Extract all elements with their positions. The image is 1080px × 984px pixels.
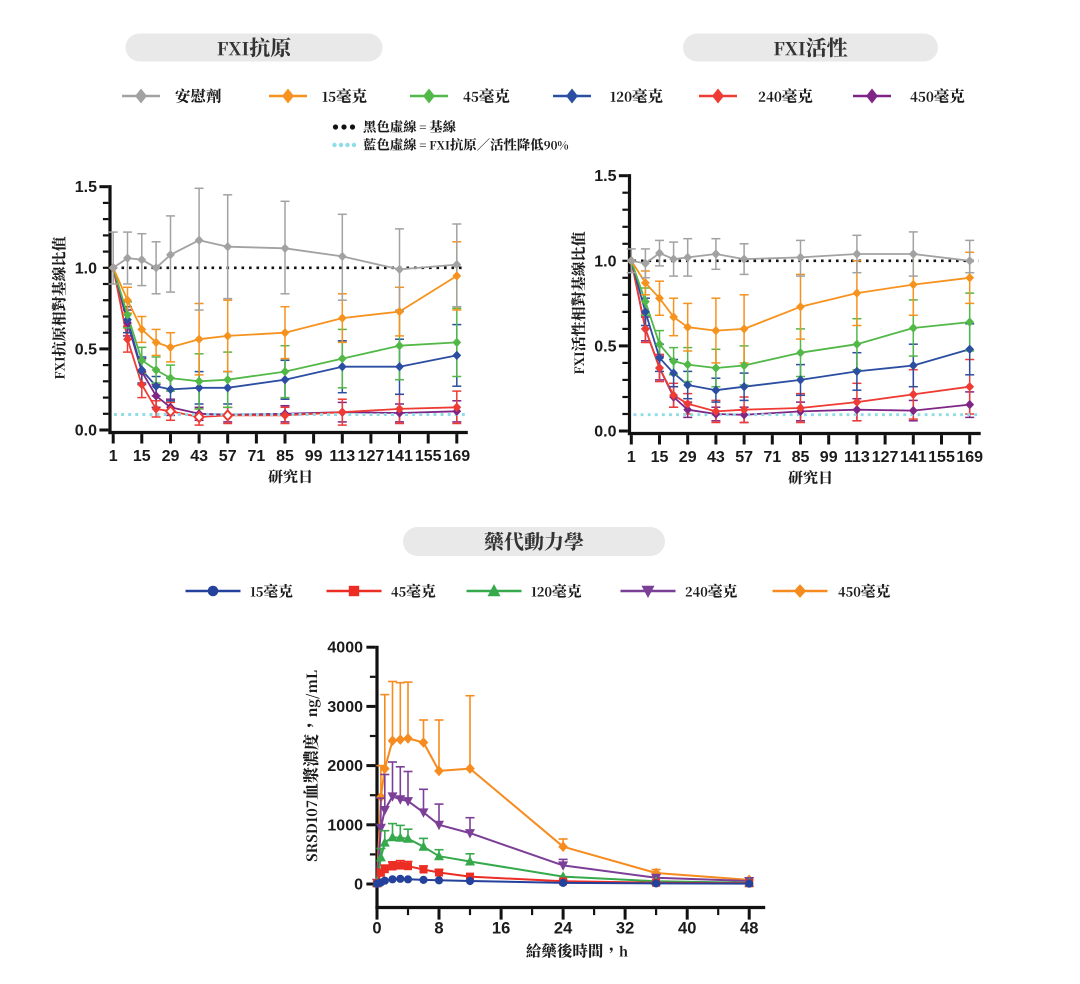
- svg-text:71: 71: [763, 449, 781, 466]
- svg-text:85: 85: [792, 449, 810, 466]
- svg-text:0: 0: [354, 877, 363, 894]
- svg-text:1: 1: [109, 448, 118, 465]
- svg-text:0.5: 0.5: [75, 341, 97, 358]
- svg-text:43: 43: [707, 449, 725, 466]
- svg-text:141: 141: [386, 448, 413, 465]
- svg-text:169: 169: [956, 449, 983, 466]
- svg-text:155: 155: [415, 448, 442, 465]
- svg-text:32: 32: [616, 920, 634, 938]
- svg-text:113: 113: [329, 448, 355, 465]
- svg-text:0.0: 0.0: [594, 424, 616, 441]
- svg-text:113: 113: [844, 449, 870, 466]
- svg-text:1.0: 1.0: [594, 253, 616, 270]
- svg-text:71: 71: [248, 448, 266, 465]
- svg-text:141: 141: [900, 449, 927, 466]
- svg-text:99: 99: [820, 449, 838, 466]
- svg-text:57: 57: [735, 449, 753, 466]
- svg-text:48: 48: [740, 920, 758, 938]
- svg-text:15: 15: [651, 449, 669, 466]
- svg-text:8: 8: [434, 920, 443, 938]
- svg-text:155: 155: [928, 449, 955, 466]
- svg-text:40: 40: [678, 920, 696, 938]
- svg-text:1000: 1000: [327, 817, 363, 834]
- svg-text:15: 15: [133, 448, 151, 465]
- svg-text:16: 16: [492, 920, 510, 938]
- svg-text:43: 43: [190, 448, 208, 465]
- svg-text:1.0: 1.0: [75, 260, 97, 277]
- svg-text:99: 99: [305, 448, 323, 465]
- svg-text:2000: 2000: [327, 758, 363, 775]
- svg-text:0.5: 0.5: [594, 338, 616, 355]
- svg-text:127: 127: [872, 449, 899, 466]
- svg-text:1.5: 1.5: [594, 168, 616, 185]
- svg-text:127: 127: [358, 448, 385, 465]
- svg-text:169: 169: [443, 448, 470, 465]
- svg-text:29: 29: [679, 449, 697, 466]
- svg-text:1: 1: [627, 449, 636, 466]
- svg-text:24: 24: [554, 920, 573, 938]
- svg-text:1.5: 1.5: [75, 179, 97, 196]
- svg-text:4000: 4000: [327, 640, 363, 657]
- svg-text:0.0: 0.0: [75, 423, 97, 440]
- svg-text:0: 0: [372, 920, 381, 938]
- svg-text:3000: 3000: [327, 699, 363, 716]
- svg-text:57: 57: [219, 448, 237, 465]
- svg-text:85: 85: [276, 448, 294, 465]
- svg-text:29: 29: [162, 448, 180, 465]
